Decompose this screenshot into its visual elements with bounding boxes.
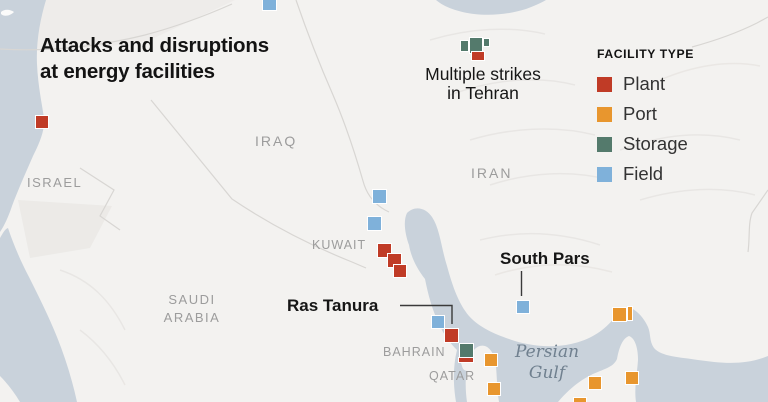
label-saudi-line2: ARABIA	[163, 310, 221, 325]
annotation-south-pars: South Pars	[500, 249, 590, 268]
relief-iran	[59, 28, 761, 386]
relief-turkey	[0, 0, 235, 50]
field-swatch-icon	[597, 166, 612, 182]
uae-musandam	[558, 336, 638, 402]
ras-tanura-leader	[400, 304, 453, 324]
storage-swatch-icon	[597, 136, 612, 152]
marker-storage	[484, 39, 489, 46]
port-swatch-icon	[597, 106, 612, 122]
legend-row-storage: Storage	[597, 129, 694, 159]
leader-lines	[400, 271, 523, 324]
label-saudi-arabia: SAUDI ARABIA	[147, 291, 237, 327]
annotation-ras-tanura: Ras Tanura	[287, 296, 379, 315]
annotation-tehran: Multiple strikes in Tehran	[394, 65, 572, 103]
label-bahrain: BAHRAIN	[383, 345, 446, 359]
cyprus-island	[1, 9, 14, 16]
persian-gulf	[404, 208, 768, 402]
legend-label-plant: Plant	[623, 73, 666, 94]
annotation-tehran-line2: in Tehran	[447, 83, 519, 103]
country-borders	[0, 0, 768, 269]
label-qatar: QATAR	[429, 369, 476, 383]
marker-field	[373, 190, 386, 203]
relief-sinai	[18, 200, 112, 258]
marker-plant	[445, 329, 458, 342]
legend-row-plant: Plant	[597, 69, 694, 99]
label-persian-gulf-line2: Gulf	[528, 363, 566, 383]
page-title: Attacks and disruptions at energy facili…	[40, 33, 269, 85]
plant-swatch-icon	[597, 76, 612, 92]
title-line1: Attacks and disruptions	[40, 34, 269, 57]
label-iraq: IRAQ	[255, 133, 298, 149]
legend-label-port: Port	[623, 103, 657, 124]
marker-port	[589, 377, 601, 389]
marker-port	[613, 308, 626, 321]
marker-field	[368, 217, 381, 230]
marker-port	[626, 372, 638, 384]
title-line2: at energy facilities	[40, 60, 215, 83]
label-kuwait: KUWAIT	[312, 238, 367, 252]
legend-label-storage: Storage	[623, 133, 688, 154]
mediterranean-sea	[0, 0, 46, 232]
marker-port	[488, 383, 500, 395]
marker-storage	[460, 344, 473, 357]
marker-plant	[388, 254, 401, 267]
marker-plant	[394, 265, 406, 277]
legend-row-field: Field	[597, 159, 694, 189]
marker-port	[574, 398, 586, 402]
marker-plant	[36, 116, 48, 128]
marker-field	[263, 0, 276, 10]
marker-field	[517, 301, 529, 313]
caspian-sea	[436, 0, 546, 15]
marker-plant	[472, 52, 484, 60]
red-sea	[0, 228, 77, 402]
label-persian-gulf-line1: Persian	[514, 342, 580, 362]
marker-plant	[459, 358, 473, 362]
legend-rows: Plant Port Storage Field	[597, 69, 694, 189]
legend-heading: FACILITY TYPE	[597, 47, 694, 61]
marker-storage	[470, 38, 482, 53]
marker-port	[628, 307, 632, 320]
annotation-tehran-line1: Multiple strikes	[425, 64, 541, 84]
marker-port	[485, 354, 497, 366]
facility-type-legend: FACILITY TYPE Plant Port Storage Field	[597, 47, 694, 189]
label-iran: IRAN	[471, 165, 513, 181]
marker-field	[432, 316, 444, 328]
legend-label-field: Field	[623, 163, 664, 184]
label-persian-gulf: Persian Gulf	[503, 342, 591, 384]
marker-plant	[378, 244, 391, 257]
marker-storage	[461, 41, 468, 51]
legend-row-port: Port	[597, 99, 694, 129]
label-israel: ISRAEL	[27, 175, 83, 190]
label-saudi-line1: SAUDI	[168, 292, 216, 307]
